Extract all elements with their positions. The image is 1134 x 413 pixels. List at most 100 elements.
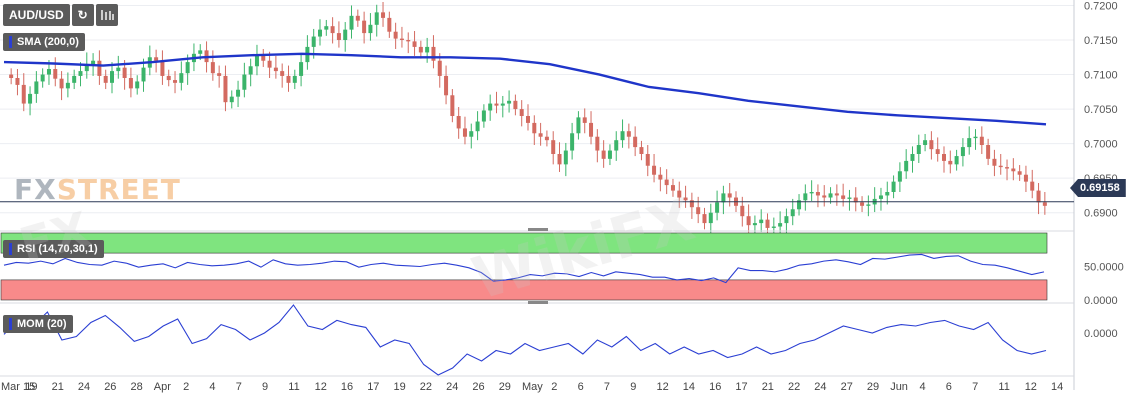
candle [954, 156, 959, 165]
x-axis-label: 26 [472, 381, 484, 393]
candle [456, 116, 461, 129]
pane-resize-handle[interactable] [528, 228, 548, 231]
x-axis-label: 19 [25, 381, 37, 393]
rsi-tick-label: 0.0000 [1084, 295, 1118, 307]
x-axis-label: 29 [499, 381, 511, 393]
candle [229, 96, 234, 103]
candle [544, 136, 549, 141]
candle [128, 78, 133, 89]
candle [179, 73, 184, 83]
candle [173, 80, 178, 83]
candle [853, 197, 858, 203]
candle [292, 75, 297, 83]
x-axis-label: 7 [236, 381, 242, 393]
candle [387, 17, 392, 32]
candle [97, 60, 102, 76]
candle [103, 75, 108, 83]
candle [267, 60, 272, 68]
momentum-line [3, 304, 1047, 376]
candle [923, 140, 928, 146]
rsi-line [3, 253, 1045, 284]
candle [28, 93, 33, 104]
x-axis-label: 16 [341, 381, 353, 393]
candle [65, 82, 70, 89]
rsi-indicator-label[interactable]: RSI (14,70,30,1) [3, 240, 104, 258]
candle [803, 193, 808, 201]
x-axis-label: 4 [209, 381, 215, 393]
price-tick-label: 0.7100 [1084, 70, 1118, 82]
candle [84, 64, 89, 72]
candle [513, 100, 518, 110]
candle [721, 193, 726, 203]
candle [217, 73, 222, 76]
rsi-oversold-zone [0, 279, 1048, 301]
candle [336, 33, 341, 40]
x-axis-label: 12 [657, 381, 669, 393]
x-axis-label: 9 [630, 381, 636, 393]
symbol-selector[interactable]: AUD/USD [3, 4, 70, 26]
pane-resize-handle[interactable] [528, 301, 548, 304]
mom-indicator-label[interactable]: MOM (20) [3, 315, 73, 333]
x-axis-label: Apr [154, 381, 171, 393]
candle [462, 128, 467, 137]
candle [450, 95, 455, 116]
x-axis-label: 6 [578, 381, 584, 393]
candle [1011, 168, 1016, 172]
candle [311, 36, 316, 47]
candle [1030, 181, 1035, 191]
candle [916, 145, 921, 154]
x-axis-label: 7 [604, 381, 610, 393]
candle [538, 133, 543, 137]
x-axis-label: 28 [131, 381, 143, 393]
price-tick-label: 0.6900 [1084, 208, 1118, 220]
x-axis-label: 19 [394, 381, 406, 393]
candle [809, 192, 814, 194]
candle [412, 41, 417, 47]
candle [15, 78, 20, 85]
x-axis-label: 2 [551, 381, 557, 393]
candle [46, 69, 51, 75]
refresh-icon[interactable]: ↻ [71, 4, 94, 26]
price-tick-label: 0.7050 [1084, 104, 1118, 116]
candle [633, 136, 638, 148]
candle [778, 223, 783, 227]
x-axis-label: 4 [920, 381, 926, 393]
candle [841, 195, 846, 199]
candle [815, 192, 820, 196]
candle [254, 55, 259, 67]
candle [488, 103, 493, 111]
candle [765, 219, 770, 228]
candle [727, 193, 732, 198]
candle [532, 122, 537, 134]
candle [834, 193, 839, 196]
x-axis-label: 21 [52, 381, 64, 393]
candle [1023, 174, 1028, 182]
candle [866, 204, 871, 206]
candles-icon[interactable] [95, 4, 118, 26]
candle [601, 150, 606, 159]
candle [210, 62, 215, 74]
candle [689, 200, 694, 208]
candle [935, 149, 940, 154]
rsi-overbought-zone [0, 232, 1048, 254]
candle [437, 60, 442, 76]
sma-indicator-label[interactable]: SMA (200,0) [3, 33, 85, 51]
candle [53, 69, 58, 79]
candle [967, 138, 972, 148]
x-axis-label: 24 [814, 381, 826, 393]
candle [122, 67, 127, 78]
candle [652, 165, 657, 175]
candle [658, 174, 663, 180]
x-axis-label: 12 [315, 381, 327, 393]
candle [942, 154, 946, 161]
candle [374, 12, 379, 25]
price-tick-label: 0.7200 [1084, 0, 1118, 12]
x-axis-label: 22 [420, 381, 432, 393]
candle [960, 147, 965, 157]
candle [236, 89, 241, 97]
candle [261, 55, 266, 61]
candle [59, 78, 64, 89]
candle [481, 110, 486, 122]
candle [702, 214, 707, 224]
